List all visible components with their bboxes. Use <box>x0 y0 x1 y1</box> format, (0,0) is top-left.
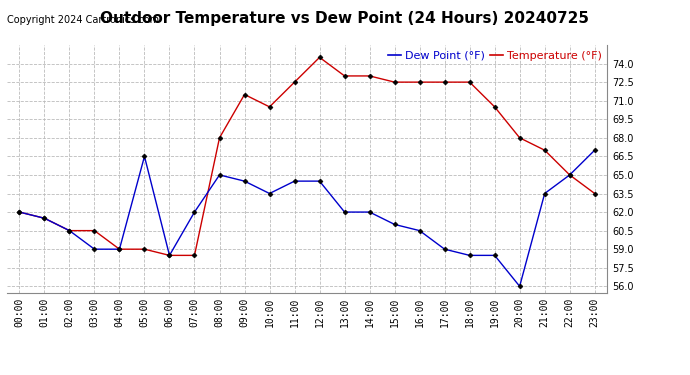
Legend: Dew Point (°F), Temperature (°F): Dew Point (°F), Temperature (°F) <box>388 51 602 60</box>
Text: Outdoor Temperature vs Dew Point (24 Hours) 20240725: Outdoor Temperature vs Dew Point (24 Hou… <box>101 11 589 26</box>
Text: Copyright 2024 Cartronics.com: Copyright 2024 Cartronics.com <box>7 15 159 25</box>
